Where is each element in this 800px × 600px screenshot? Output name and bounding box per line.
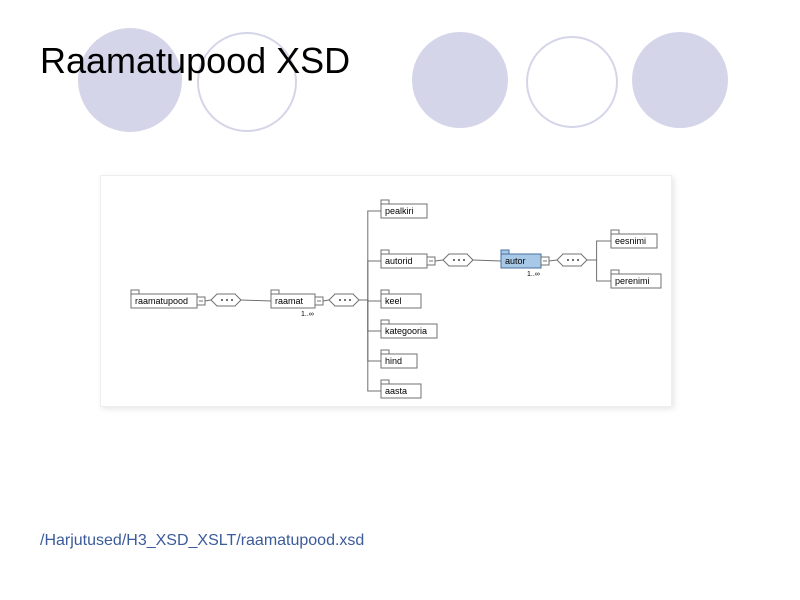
sequence-compositor [329,294,359,306]
page-title: Raamatupood XSD [40,40,350,82]
sequence-compositor [443,254,473,266]
xsd-node-perenimi: perenimi [611,270,661,288]
xsd-edge [241,300,271,301]
xsd-diagram: raamatupood raamat 1..∞ pealkiri autorid keel… [100,175,672,407]
xsd-node-label: aasta [385,386,407,396]
svg-text:1..∞: 1..∞ [301,311,314,318]
xsd-node-label: raamat [275,296,304,306]
decorative-circle [632,32,728,128]
svg-text:1..∞: 1..∞ [527,271,540,278]
xsd-edge [473,260,501,261]
xsd-edge [435,260,443,261]
decorative-circle [526,36,618,128]
xsd-edge [323,300,329,301]
xsd-node-kategooria: kategooria [381,320,437,338]
decorative-circle [412,32,508,128]
xsd-node-pealkiri: pealkiri [381,200,427,218]
xsd-node-label: autor [505,256,526,266]
file-path: /Harjutused/H3_XSD_XSLT/raamatupood.xsd [40,532,364,550]
xsd-node-root: raamatupood [131,290,205,308]
xsd-node-label: perenimi [615,276,650,286]
xsd-node-keel: keel [381,290,421,308]
xsd-edge [359,261,381,300]
xsd-node-label: hind [385,356,402,366]
xsd-edge [587,260,611,281]
xsd-edge [587,241,611,260]
xsd-node-aasta: aasta [381,380,421,398]
xsd-edge [359,300,381,331]
xsd-edge [205,300,211,301]
xsd-node-autor: autor1..∞ [501,250,549,278]
xsd-edge [359,300,381,391]
xsd-node-label: eesnimi [615,236,646,246]
xsd-node-raamat: raamat 1..∞ [271,290,323,318]
sequence-compositor [211,294,241,306]
xsd-node-label: pealkiri [385,206,414,216]
xsd-node-eesnimi: eesnimi [611,230,657,248]
xsd-edge [549,260,557,261]
xsd-node-label: raamatupood [135,296,188,306]
sequence-compositor [557,254,587,266]
xsd-node-label: autorid [385,256,413,266]
xsd-node-label: keel [385,296,402,306]
xsd-node-autorid: autorid [381,250,435,268]
xsd-node-hind: hind [381,350,417,368]
xsd-node-label: kategooria [385,326,427,336]
xsd-edge [359,211,381,300]
